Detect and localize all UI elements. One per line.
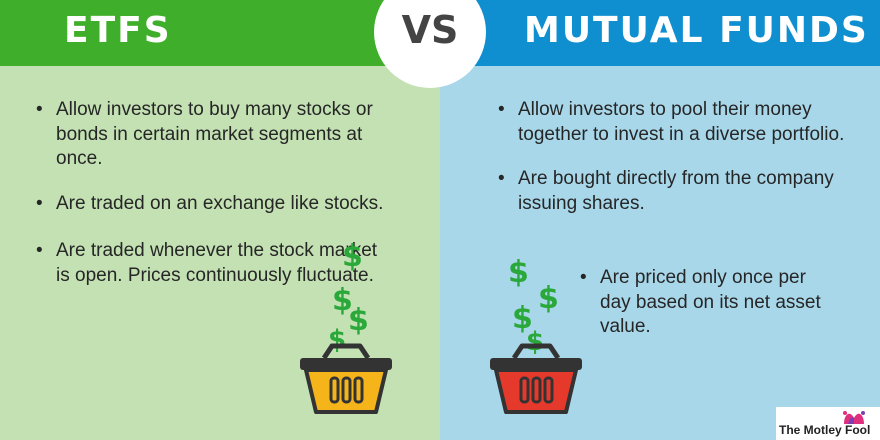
etf-title: ETFS xyxy=(64,10,172,51)
mutual-fund-basket-icon xyxy=(490,343,582,414)
mutual-fund-bullet-item: Are bought directly from the company iss… xyxy=(498,167,848,216)
etf-dollar-signs: $ $ $ $ xyxy=(328,239,369,355)
motley-fool-logo[interactable]: The Motley Fool xyxy=(776,407,880,440)
dollar-sign-icon: $ xyxy=(348,303,369,338)
etf-bullet-item: Are traded on an exchange like stocks. xyxy=(36,192,396,217)
etf-banner: ETFS xyxy=(0,0,440,66)
jester-hat-icon xyxy=(843,411,865,424)
mutual-fund-bullet-list: Allow investors to pool their money toge… xyxy=(498,98,848,216)
etf-bullet-item: Are traded whenever the stock market is … xyxy=(36,239,396,288)
dollar-sign-icon: $ xyxy=(508,255,529,290)
dollar-sign-icon: $ xyxy=(342,239,363,274)
mutual-fund-title: MUTUAL FUNDS xyxy=(524,10,869,51)
vs-badge: VS xyxy=(374,0,486,88)
dollar-sign-icon: $ xyxy=(332,283,353,318)
dollar-sign-icon: $ xyxy=(526,327,544,357)
brand-name: The Motley Fool xyxy=(779,423,871,437)
etf-bullet-item: Allow investors to buy many stocks or bo… xyxy=(36,98,396,172)
mutual-fund-bullet-item: Are priced only once per day based on it… xyxy=(580,266,840,340)
vs-label: VS xyxy=(401,8,459,52)
etf-basket-icon xyxy=(300,343,392,414)
dollar-sign-icon: $ xyxy=(538,281,559,316)
etf-bullet-list: Allow investors to buy many stocks or bo… xyxy=(36,98,396,288)
mutual-fund-bullet-list-lower: Are priced only once per day based on it… xyxy=(580,266,840,340)
mutual-fund-banner: MUTUAL FUNDS xyxy=(440,0,880,66)
mutual-fund-bullet-item: Allow investors to pool their money toge… xyxy=(498,98,848,147)
mutual-fund-dollar-signs: $ $ $ $ xyxy=(508,255,559,357)
dollar-sign-icon: $ xyxy=(512,301,533,336)
